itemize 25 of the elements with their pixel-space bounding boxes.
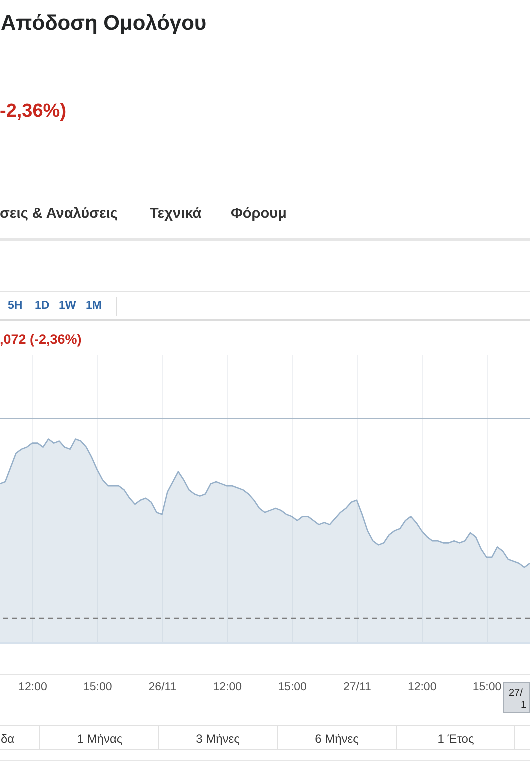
text: σεις & Αναλύσεις [0, 206, 118, 222]
chart-subtitle: -2,36%) [0, 101, 67, 122]
chart-title: Απόδοση Ομολόγου [1, 12, 207, 35]
text: Φόρουμ [231, 206, 287, 222]
x-tick-label: 26/11 [148, 682, 177, 694]
x-tick-label: 15:00 [278, 682, 307, 694]
text: 1 Μήνας [77, 732, 123, 746]
x-tick-label: 12:00 [408, 682, 437, 694]
text: ,072 (-2,36%) [0, 332, 82, 347]
text: 1D [35, 300, 50, 312]
text: 5H [8, 300, 23, 312]
text: 6 Μήνες [315, 732, 360, 746]
text: 3 Μήνες [196, 732, 240, 746]
text: 1M [86, 300, 102, 312]
x-tick-label: 15:00 [472, 682, 502, 694]
text: 1 Έτος [438, 732, 474, 746]
x-tick-label: 27/11 [343, 682, 372, 694]
x-tick-label: 15:00 [83, 682, 112, 694]
text: δα [1, 732, 15, 746]
text: Τεχνικά [150, 206, 202, 222]
text: 1W [59, 300, 76, 312]
x-tick-label: 12:00 [18, 682, 48, 694]
x-tick-label: 12:00 [213, 682, 242, 694]
text: 1 [521, 700, 527, 711]
text: 27/ [509, 688, 524, 699]
